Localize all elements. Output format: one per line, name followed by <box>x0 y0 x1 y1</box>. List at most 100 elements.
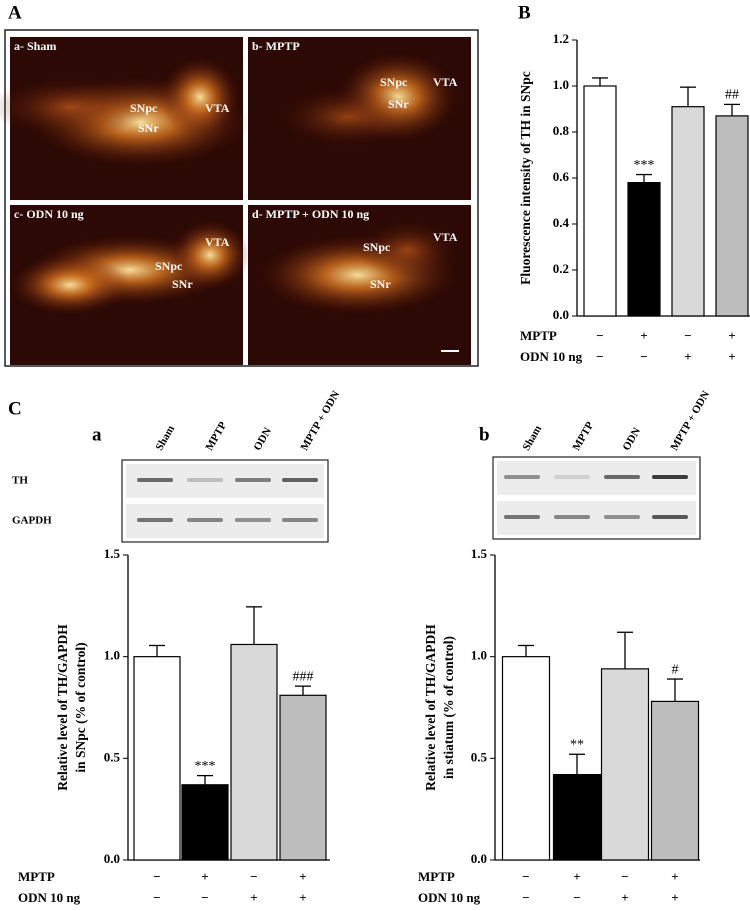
blot-band <box>137 518 173 522</box>
fluorescence <box>160 57 240 137</box>
treatment-sign: + <box>299 890 306 905</box>
blot-band <box>554 475 590 479</box>
treatment-sign: + <box>640 328 647 343</box>
lane-label: MPTP <box>570 420 596 453</box>
bar <box>133 656 181 861</box>
micrograph-title: a- Sham <box>14 39 56 53</box>
region-label: SNr <box>138 121 159 135</box>
region-label: VTA <box>205 235 230 249</box>
treatment-sign: + <box>621 890 628 905</box>
blot-band <box>504 475 540 479</box>
region-label: SNpc <box>380 75 408 89</box>
blot-band <box>187 478 223 482</box>
treatment-sign: − <box>522 869 529 884</box>
bar <box>279 694 327 861</box>
y-axis-label: Relative level of TH/GAPDH <box>423 624 438 791</box>
bar <box>627 182 661 317</box>
region-label: SNr <box>172 277 193 291</box>
significance-label: *** <box>634 158 655 173</box>
treatment-sign: + <box>728 349 735 364</box>
y-tick-label: 0.5 <box>471 749 488 764</box>
blot-band <box>282 518 318 522</box>
treatment-sign: + <box>250 890 257 905</box>
region-label: VTA <box>433 230 458 244</box>
blot-band <box>652 475 688 479</box>
bar <box>600 668 650 861</box>
fluorescence <box>10 255 130 315</box>
blot-row-label: TH <box>12 475 28 487</box>
region-label: SNr <box>370 277 391 291</box>
y-tick-label: 0.6 <box>553 169 570 184</box>
lane-label: ODN <box>620 426 643 453</box>
treatment-sign: + <box>671 890 678 905</box>
y-tick-label: 1.0 <box>104 648 120 663</box>
region-label: SNpc <box>155 259 183 273</box>
y-tick-label: 0.2 <box>553 261 569 276</box>
panel-label: B <box>518 2 531 23</box>
treatment-sign: + <box>671 869 678 884</box>
treatment-sign: − <box>596 328 603 343</box>
y-tick-label: 0.8 <box>553 123 570 138</box>
micrograph-title: c- ODN 10 ng <box>14 207 84 221</box>
treatment-label: MPTP <box>418 869 455 884</box>
treatment-sign: + <box>728 328 735 343</box>
lane-label: Sham <box>153 423 177 452</box>
y-tick-label: 1.0 <box>471 648 487 663</box>
bar <box>583 85 617 317</box>
lane-label: MPTP <box>203 420 229 453</box>
lane-label: MPTP + ODN <box>298 389 342 453</box>
blot-band <box>652 515 688 519</box>
bar <box>650 700 700 861</box>
blot-row-label: GAPDH <box>12 515 52 527</box>
blot-band <box>235 518 271 522</box>
panel-label: C <box>8 398 22 419</box>
y-axis-label: in SNpc (% of control) <box>73 642 88 772</box>
blot-band <box>187 518 223 522</box>
blot-band <box>504 515 540 519</box>
treatment-sign: − <box>684 328 691 343</box>
micrograph-title: d- MPTP + ODN 10 ng <box>252 207 369 221</box>
micrograph: a- Sham SNpc SNr VTA <box>0 37 250 200</box>
y-tick-label: 1.0 <box>553 77 569 92</box>
bar <box>552 773 602 861</box>
fluorescence <box>170 220 250 290</box>
treatment-label: MPTP <box>520 328 557 343</box>
y-axis-label: Relative level of TH/GAPDH <box>55 624 70 791</box>
treatment-sign: − <box>573 890 580 905</box>
region-label: SNpc <box>363 240 391 254</box>
bar <box>230 643 278 861</box>
y-tick-label: 0.4 <box>553 215 570 230</box>
y-tick-label: 0.5 <box>104 749 121 764</box>
blot-panel-title: b <box>479 424 490 445</box>
micrograph-title: b- MPTP <box>252 39 300 53</box>
micrograph: d- MPTP + ODN 10 ng SNpc SNr VTA <box>248 205 471 365</box>
region-label: SNr <box>388 97 409 111</box>
y-tick-label: 1.2 <box>553 31 569 46</box>
treatment-sign: − <box>640 349 647 364</box>
y-tick-label: 0.0 <box>104 851 120 866</box>
fluorescence <box>278 87 418 147</box>
fluorescence <box>358 220 458 280</box>
blot-band <box>137 478 173 482</box>
significance-label: ### <box>293 669 314 684</box>
fluorescence <box>0 77 150 137</box>
significance-label: *** <box>195 759 216 774</box>
blot-band <box>235 478 271 482</box>
significance-label: # <box>672 662 679 677</box>
treatment-sign: − <box>201 890 208 905</box>
region-label: VTA <box>433 75 458 89</box>
lane-label: MPTP + ODN <box>668 389 712 453</box>
panel-label: A <box>8 2 22 23</box>
bar <box>715 115 749 317</box>
blot-band <box>282 478 318 482</box>
treatment-sign: − <box>621 869 628 884</box>
blot-band <box>554 515 590 519</box>
micrograph: c- ODN 10 ng SNpc SNr VTA <box>10 205 250 365</box>
treatment-sign: + <box>201 869 208 884</box>
region-label: SNpc <box>130 101 158 115</box>
treatment-sign: − <box>596 349 603 364</box>
lane-label: Sham <box>520 423 544 452</box>
blot-panel-title: a <box>92 424 102 445</box>
bar <box>501 656 551 861</box>
